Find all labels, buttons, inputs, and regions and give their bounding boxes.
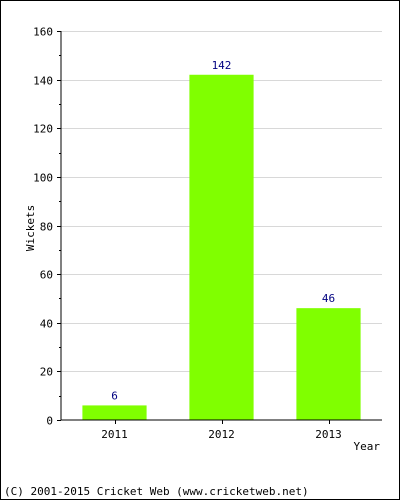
x-tick-label: 2012 xyxy=(208,428,235,441)
data-labels: 6 142 46 xyxy=(111,59,335,403)
x-axis-title: Year xyxy=(354,440,381,453)
data-label-2013: 46 xyxy=(322,292,335,305)
x-axis-ticks: 2011 2012 2013 xyxy=(101,420,342,441)
copyright-footer: (C) 2001-2015 Cricket Web (www.cricketwe… xyxy=(4,485,309,498)
y-tick-label: 40 xyxy=(40,318,53,331)
y-tick-label: 80 xyxy=(40,221,53,234)
bars xyxy=(82,74,361,420)
y-tick-label: 160 xyxy=(33,26,53,39)
data-label-2012: 142 xyxy=(212,59,232,72)
y-tick-label: 120 xyxy=(33,123,53,136)
y-tick-label: 140 xyxy=(33,75,53,88)
x-tick-label: 2011 xyxy=(101,428,128,441)
y-tick-label: 100 xyxy=(33,172,53,185)
bar-2013 xyxy=(296,308,361,420)
y-tick-label: 60 xyxy=(40,269,53,282)
bar-2012 xyxy=(189,74,254,420)
y-tick-label: 0 xyxy=(46,415,53,428)
bar-2011 xyxy=(82,405,147,420)
data-label-2011: 6 xyxy=(111,389,118,402)
y-axis-ticks: 0 20 40 60 80 100 120 140 160 xyxy=(33,26,61,428)
y-axis-title: Wickets xyxy=(24,205,37,251)
y-tick-label: 20 xyxy=(40,366,53,379)
x-tick-label: 2013 xyxy=(315,428,342,441)
